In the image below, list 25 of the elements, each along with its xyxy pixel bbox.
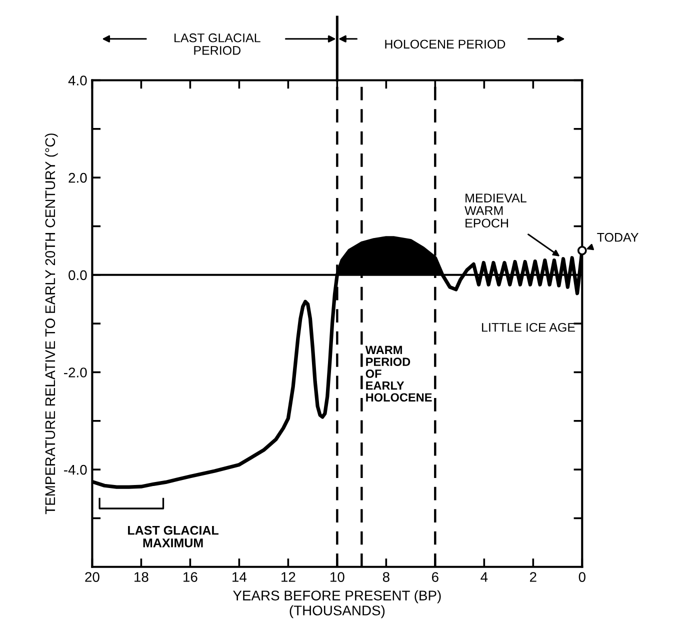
x-tick-label: 4 [480, 572, 488, 582]
y-tick-label: -4.0 [64, 464, 87, 475]
y-tick-label: 0.0 [68, 270, 87, 280]
text: HOLOCENE PERIOD [385, 40, 506, 49]
x-tick-label: 18 [134, 572, 148, 582]
annotation: MEDIEVAL WARM EPOCH [464, 194, 526, 228]
annotation: LITTLE ICE AGE [482, 322, 575, 332]
annotation: LAST GLACIAL MAXIMUM [128, 526, 218, 548]
x-axis-title: YEARS BEFORE PRESENT (BP) (THOUSANDS) [233, 590, 441, 618]
x-tick-label: 12 [282, 572, 296, 582]
y-tick-label: -2.0 [64, 368, 87, 378]
y-tick-label: 2.0 [68, 172, 87, 183]
x-tick-label: 20 [85, 572, 100, 582]
annotation: WARM PERIOD OF EARLY HOLOCENE [365, 346, 432, 402]
x-tick-label: 0 [578, 572, 586, 582]
x-tick-label: 14 [232, 572, 247, 582]
x-tick-label: 2 [530, 572, 536, 582]
x-tick-label: 10 [330, 572, 344, 582]
text: LAST GLACIAL PERIOD [174, 33, 260, 55]
annotation: TODAY [597, 232, 638, 242]
x-tick-label: 6 [432, 572, 438, 582]
y-tick-label: 4.0 [68, 76, 87, 86]
x-tick-label: 16 [184, 572, 198, 582]
y-axis-title: TEMPERATURE RELATIVE TO EARLY 20TH CENTURY (°C) [44, 134, 58, 514]
x-tick-label: 8 [382, 572, 390, 582]
